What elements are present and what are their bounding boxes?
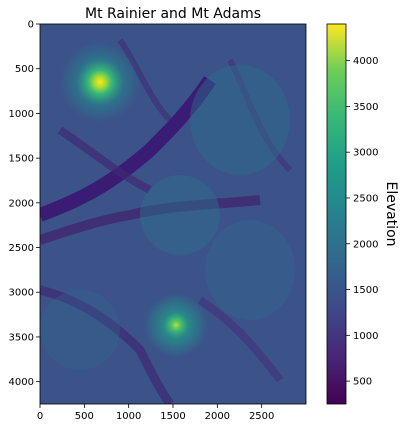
x-tick-label: 1500 [160,411,185,422]
colorbar-label: Elevation [383,181,399,246]
y-tick-label: 1500 [9,154,34,165]
y-axis: 0 500 1000 1500 2000 2500 3000 3500 4000 [9,20,40,388]
colorbar-tick-label: 2000 [353,239,378,250]
x-tick-label: 2000 [205,411,230,422]
colorbar-tick-label: 500 [353,377,372,388]
y-tick-label: 1000 [9,109,34,120]
colorbar-tick-label: 2500 [353,193,378,204]
colorbar-tick-label: 3500 [353,102,378,113]
colorbar-ticks: 500 1000 1500 2000 2500 3000 3500 4000 [346,56,378,388]
x-tick-label: 2500 [249,411,274,422]
x-tick-label: 500 [75,411,94,422]
colorbar-tick-label: 3000 [353,148,378,159]
colorbar [326,23,347,405]
y-tick-label: 4000 [9,377,34,388]
peak-mt-rainier [60,42,140,122]
y-tick-label: 500 [15,64,34,75]
colorbar-tick-label: 1500 [353,285,378,296]
y-tick-label: 2500 [9,243,34,254]
elevation-heatmap [40,24,306,404]
peak-mt-adams [144,293,208,357]
y-tick-label: 0 [28,20,34,31]
y-tick-label: 3500 [9,332,34,343]
x-tick-label: 0 [37,411,43,422]
y-tick-label: 3000 [9,288,34,299]
chart-title: Mt Rainier and Mt Adams [85,6,261,22]
x-tick-label: 1000 [116,411,141,422]
y-tick-label: 2000 [9,198,34,209]
x-axis: 0 500 1000 1500 2000 2500 [37,404,274,422]
colorbar-tick-label: 1000 [353,331,378,342]
colorbar-tick-label: 4000 [353,56,378,67]
